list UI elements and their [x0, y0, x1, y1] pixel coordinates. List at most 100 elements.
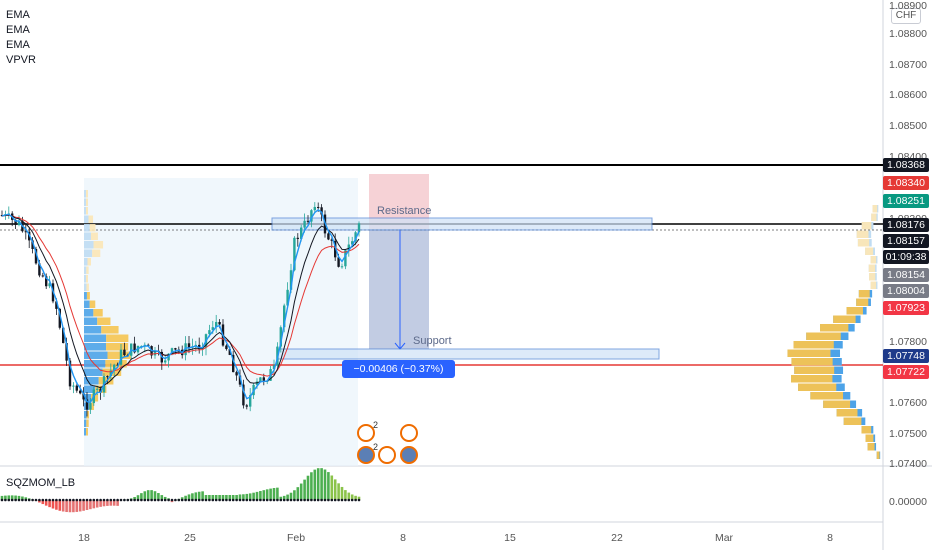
oscillator-legend[interactable]: SQZMOM_LB	[6, 477, 76, 489]
momentum-bar	[41, 500, 45, 505]
squeeze-dot	[262, 498, 266, 502]
candle-body	[215, 322, 218, 328]
support-zone[interactable]	[277, 348, 660, 360]
volume-profile-bar	[791, 358, 833, 366]
momentum-bar	[204, 495, 208, 500]
momentum-bar	[231, 495, 235, 500]
volume-profile-bar	[84, 351, 108, 359]
squeeze-dot	[289, 498, 293, 502]
squeeze-dot	[286, 498, 289, 502]
momentum-bar	[21, 496, 24, 500]
momentum-bar	[245, 493, 249, 500]
price-tag: 1.07722	[883, 365, 929, 379]
momentum-bar	[296, 487, 300, 500]
candle-body	[225, 345, 228, 350]
indicator-legend: EMA EMA EMA VPVR	[6, 8, 36, 68]
volume-profile-bar	[84, 258, 88, 266]
candle-body	[140, 345, 143, 347]
squeeze-dot	[119, 498, 123, 502]
squeeze-dot	[126, 498, 130, 502]
squeeze-dot	[27, 498, 31, 502]
momentum-bar	[136, 495, 140, 500]
momentum-bar	[337, 483, 340, 500]
squeeze-dot	[0, 498, 4, 502]
news-event-icon[interactable]: 2	[357, 442, 378, 464]
economic-event-icon[interactable]: 2	[357, 420, 378, 442]
squeeze-dot	[184, 498, 187, 502]
legend-item-ema-3[interactable]: EMA	[6, 39, 30, 51]
squeeze-dot	[99, 498, 102, 502]
momentum-bar	[143, 491, 147, 500]
momentum-bar	[242, 494, 245, 500]
momentum-bar	[109, 500, 113, 506]
momentum-bar	[55, 500, 58, 510]
squeeze-dot	[61, 498, 65, 502]
economic-event-icon[interactable]	[400, 424, 418, 442]
squeeze-dot	[92, 498, 96, 502]
momentum-bar	[61, 500, 65, 512]
squeeze-dot	[89, 498, 92, 502]
momentum-bar	[0, 495, 4, 500]
squeeze-dot	[143, 498, 147, 502]
news-event-icon[interactable]	[400, 446, 418, 464]
squeeze-dot	[354, 498, 357, 502]
resistance-zone[interactable]	[271, 217, 653, 231]
squeeze-dot	[255, 498, 259, 502]
currency-label[interactable]: CHF	[891, 8, 921, 24]
candle-body	[300, 227, 303, 239]
squeeze-dot	[225, 498, 228, 502]
candle-body	[123, 349, 126, 356]
momentum-bar	[299, 483, 303, 500]
candle-body	[109, 370, 112, 377]
squeeze-dot	[31, 498, 34, 502]
squeeze-dot	[330, 498, 334, 502]
economic-event-icon[interactable]	[378, 446, 396, 464]
squeeze-dot	[218, 498, 221, 502]
measure-range-zone	[369, 229, 429, 349]
squeeze-dot	[187, 498, 191, 502]
squeeze-dot	[106, 498, 109, 502]
volume-profile-bar	[84, 419, 87, 427]
candle-body	[344, 250, 347, 267]
legend-item-ema-2[interactable]: EMA	[6, 24, 30, 36]
squeeze-dot	[242, 498, 245, 502]
legend-item-vpvr[interactable]: VPVR	[6, 54, 36, 66]
momentum-bar	[160, 495, 164, 500]
volume-profile-bar	[88, 215, 94, 223]
momentum-bar	[4, 495, 7, 500]
candle-body	[17, 220, 21, 226]
squeeze-dot	[129, 498, 133, 502]
squeeze-dot	[174, 498, 177, 502]
volume-profile-bar	[84, 190, 86, 198]
x-tick-label: 22	[611, 532, 623, 544]
volume-profile-bar	[84, 428, 86, 436]
momentum-bar	[313, 469, 317, 500]
squeeze-dot	[333, 498, 337, 502]
momentum-bar	[197, 491, 201, 500]
candle-body	[208, 330, 211, 335]
momentum-bar	[89, 500, 92, 510]
momentum-bar	[347, 492, 351, 500]
squeeze-dot	[272, 498, 276, 502]
legend-item-ema-1[interactable]: EMA	[6, 9, 30, 21]
squeeze-dot	[344, 498, 347, 502]
price-tag: 1.07748	[883, 349, 929, 363]
candle-body	[296, 237, 299, 239]
volume-profile-bar	[93, 309, 103, 317]
candle-body	[65, 343, 68, 361]
candle-body	[347, 244, 350, 251]
squeeze-dot	[78, 498, 82, 502]
candle-body	[170, 348, 174, 354]
momentum-bar	[255, 491, 259, 500]
volume-profile-bar	[798, 383, 837, 391]
event-count-badge: 2	[373, 420, 379, 430]
momentum-bar	[252, 492, 255, 500]
measure-readout: −0.00406 (−0.37%) −40.6	[342, 360, 455, 393]
momentum-bar	[72, 500, 75, 513]
candle-body	[283, 305, 286, 328]
momentum-bar	[51, 500, 55, 509]
momentum-bar	[269, 488, 272, 500]
volume-profile-bar	[84, 232, 91, 240]
candle-body	[79, 390, 82, 394]
